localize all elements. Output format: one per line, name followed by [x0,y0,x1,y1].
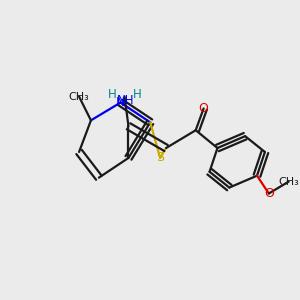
Text: S: S [156,152,164,164]
Text: N: N [116,96,125,109]
Text: H: H [108,88,117,101]
Text: NH: NH [117,94,134,107]
Text: O: O [264,187,274,200]
Text: CH₃: CH₃ [278,177,299,187]
Text: O: O [199,102,208,115]
Text: H: H [133,88,142,101]
Text: CH₃: CH₃ [69,92,89,102]
